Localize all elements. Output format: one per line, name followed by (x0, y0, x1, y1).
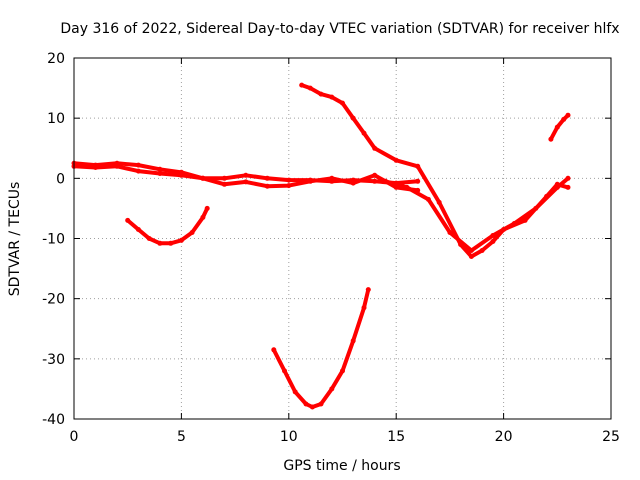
data-point (511, 221, 517, 226)
data-point (168, 240, 174, 246)
data-point (264, 183, 270, 189)
data-point (135, 162, 141, 168)
data-point (157, 171, 163, 176)
data-point (318, 91, 324, 97)
x-tick-label: 0 (70, 429, 79, 445)
x-axis-label: GPS time / hours (283, 458, 400, 474)
data-point (533, 205, 539, 211)
data-point (243, 179, 249, 185)
x-tick-label: 25 (602, 429, 620, 445)
data-point (286, 177, 292, 183)
data-point (372, 178, 378, 184)
data-point (157, 240, 163, 246)
series-deep-dip (271, 287, 371, 409)
x-tick-label: 15 (387, 429, 405, 445)
data-point (490, 239, 496, 244)
y-tick-label: 10 (47, 111, 65, 127)
data-point (178, 237, 184, 243)
x-tick-label: 10 (280, 429, 298, 445)
data-point (318, 401, 324, 407)
data-point (189, 230, 195, 235)
data-point (350, 115, 356, 121)
data-point (329, 386, 335, 392)
data-point (393, 157, 399, 163)
data-point (271, 347, 277, 353)
series-early-dip (125, 206, 210, 246)
data-point (157, 166, 163, 172)
data-point (125, 217, 131, 223)
y-tick-label: -40 (42, 412, 65, 428)
data-point (178, 172, 184, 178)
data-point (361, 130, 367, 136)
data-point (204, 205, 210, 211)
data-point (340, 100, 345, 106)
y-axis-label: SDTVAR / TECUs (7, 182, 23, 297)
data-point (329, 94, 335, 100)
data-point (554, 184, 560, 190)
data-point (340, 368, 345, 374)
data-point (329, 175, 335, 181)
data-point (135, 168, 141, 174)
data-point (561, 116, 567, 122)
data-point (372, 172, 378, 178)
data-point (479, 248, 485, 253)
ticks: 0 5 10 15 20 25 -40 -30 -20 -10 0 10 20 (42, 51, 620, 445)
data-point (404, 184, 410, 190)
data-point (436, 199, 442, 205)
data-point (221, 175, 227, 181)
data-point (303, 401, 309, 407)
data-point (309, 404, 315, 410)
data-point (548, 136, 554, 142)
data-point (383, 178, 388, 184)
data-point (282, 368, 287, 374)
data-point (468, 248, 474, 253)
data-point (93, 165, 98, 170)
data-point (264, 175, 270, 181)
series-evening-rise (383, 176, 570, 253)
data-point (425, 196, 431, 202)
data-point (447, 230, 453, 235)
chart-title: Day 316 of 2022, Sidereal Day-to-day VTE… (60, 21, 619, 37)
data-point (200, 175, 206, 181)
data-point (365, 287, 371, 293)
series-descending-arc (299, 83, 570, 259)
data-point (565, 184, 571, 190)
y-tick-label: -30 (42, 352, 65, 368)
data-point (135, 227, 141, 232)
data-point (468, 254, 474, 259)
data-point (361, 305, 367, 311)
data-point (243, 172, 249, 178)
data-layer (71, 82, 571, 410)
data-point (114, 163, 120, 169)
data-point (307, 178, 313, 184)
series-late-segment (548, 113, 570, 142)
data-point (415, 178, 421, 184)
data-point (299, 82, 305, 88)
data-point (307, 85, 313, 91)
x-tick-label: 20 (495, 429, 513, 445)
data-point (146, 236, 152, 241)
data-point (292, 389, 298, 395)
y-tick-label: -10 (42, 232, 65, 248)
data-point (350, 338, 356, 344)
x-tick-label: 5 (177, 429, 186, 445)
data-point (286, 183, 292, 189)
y-tick-label: 0 (56, 171, 65, 187)
data-point (490, 233, 496, 238)
data-point (221, 181, 227, 187)
data-point (350, 180, 356, 186)
data-point (565, 112, 571, 118)
data-point (565, 175, 571, 181)
y-tick-label: 20 (47, 51, 65, 67)
series-lower-band (72, 164, 420, 193)
y-tick-label: -20 (42, 292, 65, 308)
data-point (200, 214, 206, 220)
data-point (415, 163, 421, 169)
data-point (554, 124, 560, 130)
grid (74, 58, 611, 419)
data-point (372, 145, 378, 151)
